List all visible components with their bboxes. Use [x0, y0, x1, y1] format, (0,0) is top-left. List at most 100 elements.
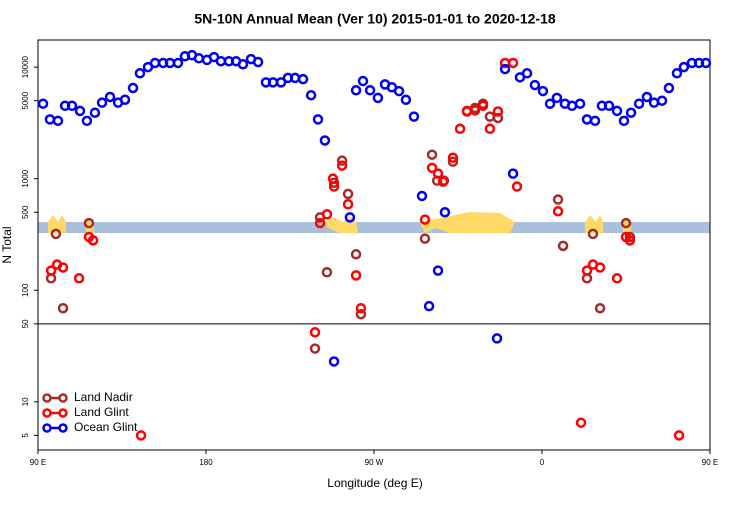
point — [134, 68, 146, 79]
point — [104, 91, 116, 103]
point — [74, 105, 86, 117]
point — [44, 114, 56, 125]
point — [648, 97, 660, 108]
point — [336, 155, 348, 166]
point — [135, 430, 147, 441]
point — [671, 68, 683, 79]
point — [625, 107, 637, 118]
x-tick-label: 180 — [199, 458, 213, 467]
point — [45, 265, 57, 276]
point — [96, 97, 108, 108]
y-tick-label: 100 — [21, 283, 30, 297]
point — [336, 160, 348, 171]
point — [484, 111, 496, 122]
point — [439, 207, 451, 218]
point — [589, 115, 601, 127]
point — [419, 233, 431, 244]
point — [355, 302, 367, 314]
point — [321, 267, 333, 278]
point — [477, 100, 489, 112]
point — [344, 212, 356, 223]
point — [342, 199, 354, 210]
x-tick-label: 0 — [540, 458, 545, 467]
legend-label: Ocean Glint — [74, 420, 138, 434]
point — [507, 57, 519, 69]
point — [357, 75, 369, 87]
point — [566, 100, 578, 112]
point — [537, 85, 549, 97]
point — [416, 190, 428, 202]
point — [252, 56, 264, 68]
point — [663, 82, 675, 94]
point — [551, 92, 563, 104]
point — [350, 249, 362, 260]
point — [491, 333, 503, 344]
y-tick-label: 500 — [21, 205, 30, 219]
legend-marker — [58, 423, 68, 433]
point — [342, 188, 354, 200]
point — [594, 302, 606, 314]
y-tick-label: 10 — [21, 397, 30, 406]
point — [574, 98, 586, 109]
point — [426, 149, 438, 160]
point — [393, 85, 405, 97]
point — [511, 181, 523, 192]
point — [678, 61, 690, 73]
point — [50, 228, 62, 240]
point — [419, 214, 431, 225]
point — [119, 94, 131, 105]
point — [461, 106, 473, 117]
point — [469, 105, 481, 116]
point — [289, 72, 301, 84]
point — [587, 228, 599, 240]
x-tick-label: 90 W — [365, 458, 384, 467]
point — [603, 100, 615, 112]
y-axis-label: N Total — [0, 226, 14, 263]
point — [624, 235, 636, 246]
legend-label: Land Glint — [74, 405, 129, 419]
x-tick-label: 90 E — [30, 458, 46, 467]
point — [172, 57, 184, 69]
point — [364, 85, 376, 96]
point — [400, 94, 412, 105]
legend-marker — [42, 423, 52, 433]
point — [581, 114, 593, 125]
land-band — [38, 222, 710, 233]
point — [492, 106, 504, 117]
point — [618, 115, 630, 127]
point — [314, 217, 326, 229]
point — [275, 77, 287, 88]
point — [350, 270, 362, 281]
point — [372, 92, 384, 104]
point — [321, 208, 333, 220]
point — [641, 91, 653, 103]
point — [656, 95, 668, 106]
point — [492, 112, 504, 124]
point — [437, 176, 449, 187]
point — [312, 114, 324, 125]
point — [57, 302, 69, 314]
point — [432, 265, 444, 276]
point — [594, 262, 606, 273]
point — [83, 217, 95, 229]
point — [633, 98, 645, 109]
point — [552, 206, 564, 217]
point — [575, 417, 587, 428]
point — [611, 273, 623, 284]
point — [237, 59, 249, 70]
y-tick-label: 50 — [21, 319, 30, 328]
point — [328, 181, 340, 192]
point — [355, 308, 367, 320]
point — [426, 162, 438, 174]
point — [620, 217, 632, 229]
point — [611, 105, 623, 117]
point — [673, 430, 685, 441]
legend-marker — [42, 408, 52, 418]
legend-marker — [42, 393, 52, 403]
chart-title: 5N-10N Annual Mean (Ver 10) 2015-01-01 t… — [194, 11, 556, 27]
point — [408, 111, 420, 122]
point — [305, 89, 317, 101]
point — [700, 57, 712, 69]
point — [87, 235, 99, 246]
